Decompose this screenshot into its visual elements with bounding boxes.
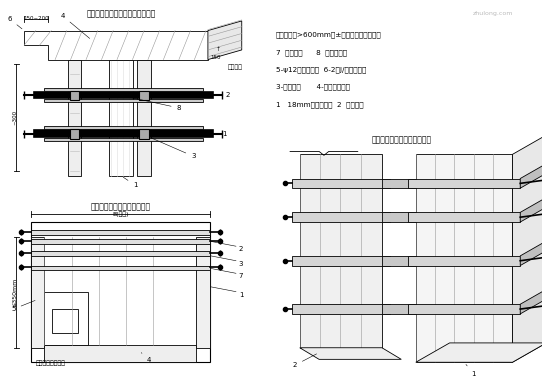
Bar [382, 178, 416, 188]
Bar [34, 130, 213, 137]
Bar [408, 212, 520, 222]
Text: 150: 150 [211, 55, 221, 60]
Bar [408, 256, 520, 265]
Bar [292, 178, 390, 188]
Bar [408, 178, 520, 188]
Text: ~300: ~300 [12, 110, 17, 125]
Text: 4: 4 [60, 13, 90, 38]
Bar [292, 212, 390, 222]
Text: ≤350mm: ≤350mm [12, 277, 17, 307]
Text: 2: 2 [293, 354, 316, 368]
Text: 4: 4 [141, 353, 151, 363]
Text: 2: 2 [239, 246, 243, 252]
Bar [292, 304, 390, 314]
Bar [69, 129, 80, 139]
Text: 1: 1 [239, 291, 244, 298]
Polygon shape [512, 135, 547, 362]
Bar [137, 60, 151, 176]
Text: zhulong.com: zhulong.com [473, 11, 514, 16]
Polygon shape [520, 159, 554, 188]
Polygon shape [24, 31, 208, 60]
Text: 150~200: 150~200 [23, 16, 49, 21]
Polygon shape [520, 193, 554, 222]
Text: 5: 5 [11, 300, 35, 312]
Polygon shape [416, 343, 547, 362]
Text: 柱、梁交接处模板安装示意图: 柱、梁交接处模板安装示意图 [371, 135, 431, 144]
Bar [44, 292, 88, 345]
Bar [44, 88, 203, 90]
Text: 3-十控天；       4-互话封口扶木: 3-十控天； 4-互话封口扶木 [276, 84, 349, 90]
Text: 6: 6 [7, 16, 22, 29]
Text: ↑: ↑ [211, 47, 221, 52]
Text: 空断山处付拉螺门: 空断山处付拉螺门 [36, 360, 66, 366]
Bar [109, 60, 133, 176]
Text: 2: 2 [225, 92, 230, 99]
Bar [31, 265, 210, 270]
Bar [292, 256, 390, 265]
Text: 8: 8 [124, 96, 181, 111]
Bar [139, 90, 149, 100]
Text: 1   18mm厚胶合板；  2  次楞木；: 1 18mm厚胶合板； 2 次楞木； [276, 101, 363, 108]
Bar [31, 222, 210, 362]
Bar [382, 212, 416, 222]
Polygon shape [300, 348, 402, 359]
Bar [408, 304, 520, 314]
Text: 1: 1 [222, 131, 227, 137]
Text: 柱、剪力墙临空面模板安装实况图: 柱、剪力墙临空面模板安装实况图 [86, 9, 156, 18]
Text: 3: 3 [151, 138, 195, 159]
Text: 7: 7 [239, 273, 244, 279]
Bar [31, 251, 210, 256]
Bar [44, 138, 203, 141]
Bar [44, 126, 203, 129]
Polygon shape [300, 154, 382, 348]
Bar [69, 90, 80, 100]
Polygon shape [520, 285, 554, 314]
Text: 7  浙水凸；      8  水凝心架。: 7 浙水凸； 8 水凝心架。 [276, 49, 347, 55]
Bar [44, 345, 197, 362]
Text: 1: 1 [123, 177, 138, 188]
Bar [382, 256, 416, 265]
Text: 标板、墙: 标板、墙 [227, 64, 242, 70]
Bar [416, 154, 512, 362]
Text: 说明：梁高>600mm时±头附用钢穿过螺柱。: 说明：梁高>600mm时±头附用钢穿过螺柱。 [276, 31, 381, 38]
Bar [31, 237, 44, 348]
Bar [68, 60, 81, 176]
Text: 柱、梁交接处模板安装立面图: 柱、梁交接处模板安装立面图 [90, 203, 151, 212]
Bar [382, 304, 416, 314]
Text: B(柱宽): B(柱宽) [112, 211, 129, 217]
Text: 1: 1 [466, 364, 476, 377]
Text: 3: 3 [239, 261, 244, 267]
Bar [31, 239, 210, 244]
Bar [52, 309, 78, 333]
Bar [197, 237, 210, 348]
Polygon shape [208, 21, 242, 60]
Text: 5-ψ12穿墙螺栓；  6-2组J/双向依齿；: 5-ψ12穿墙螺栓； 6-2组J/双向依齿； [276, 66, 366, 73]
Bar [34, 92, 213, 98]
Bar [139, 129, 149, 139]
Bar [31, 230, 210, 235]
Bar [44, 99, 203, 102]
Polygon shape [520, 237, 554, 265]
